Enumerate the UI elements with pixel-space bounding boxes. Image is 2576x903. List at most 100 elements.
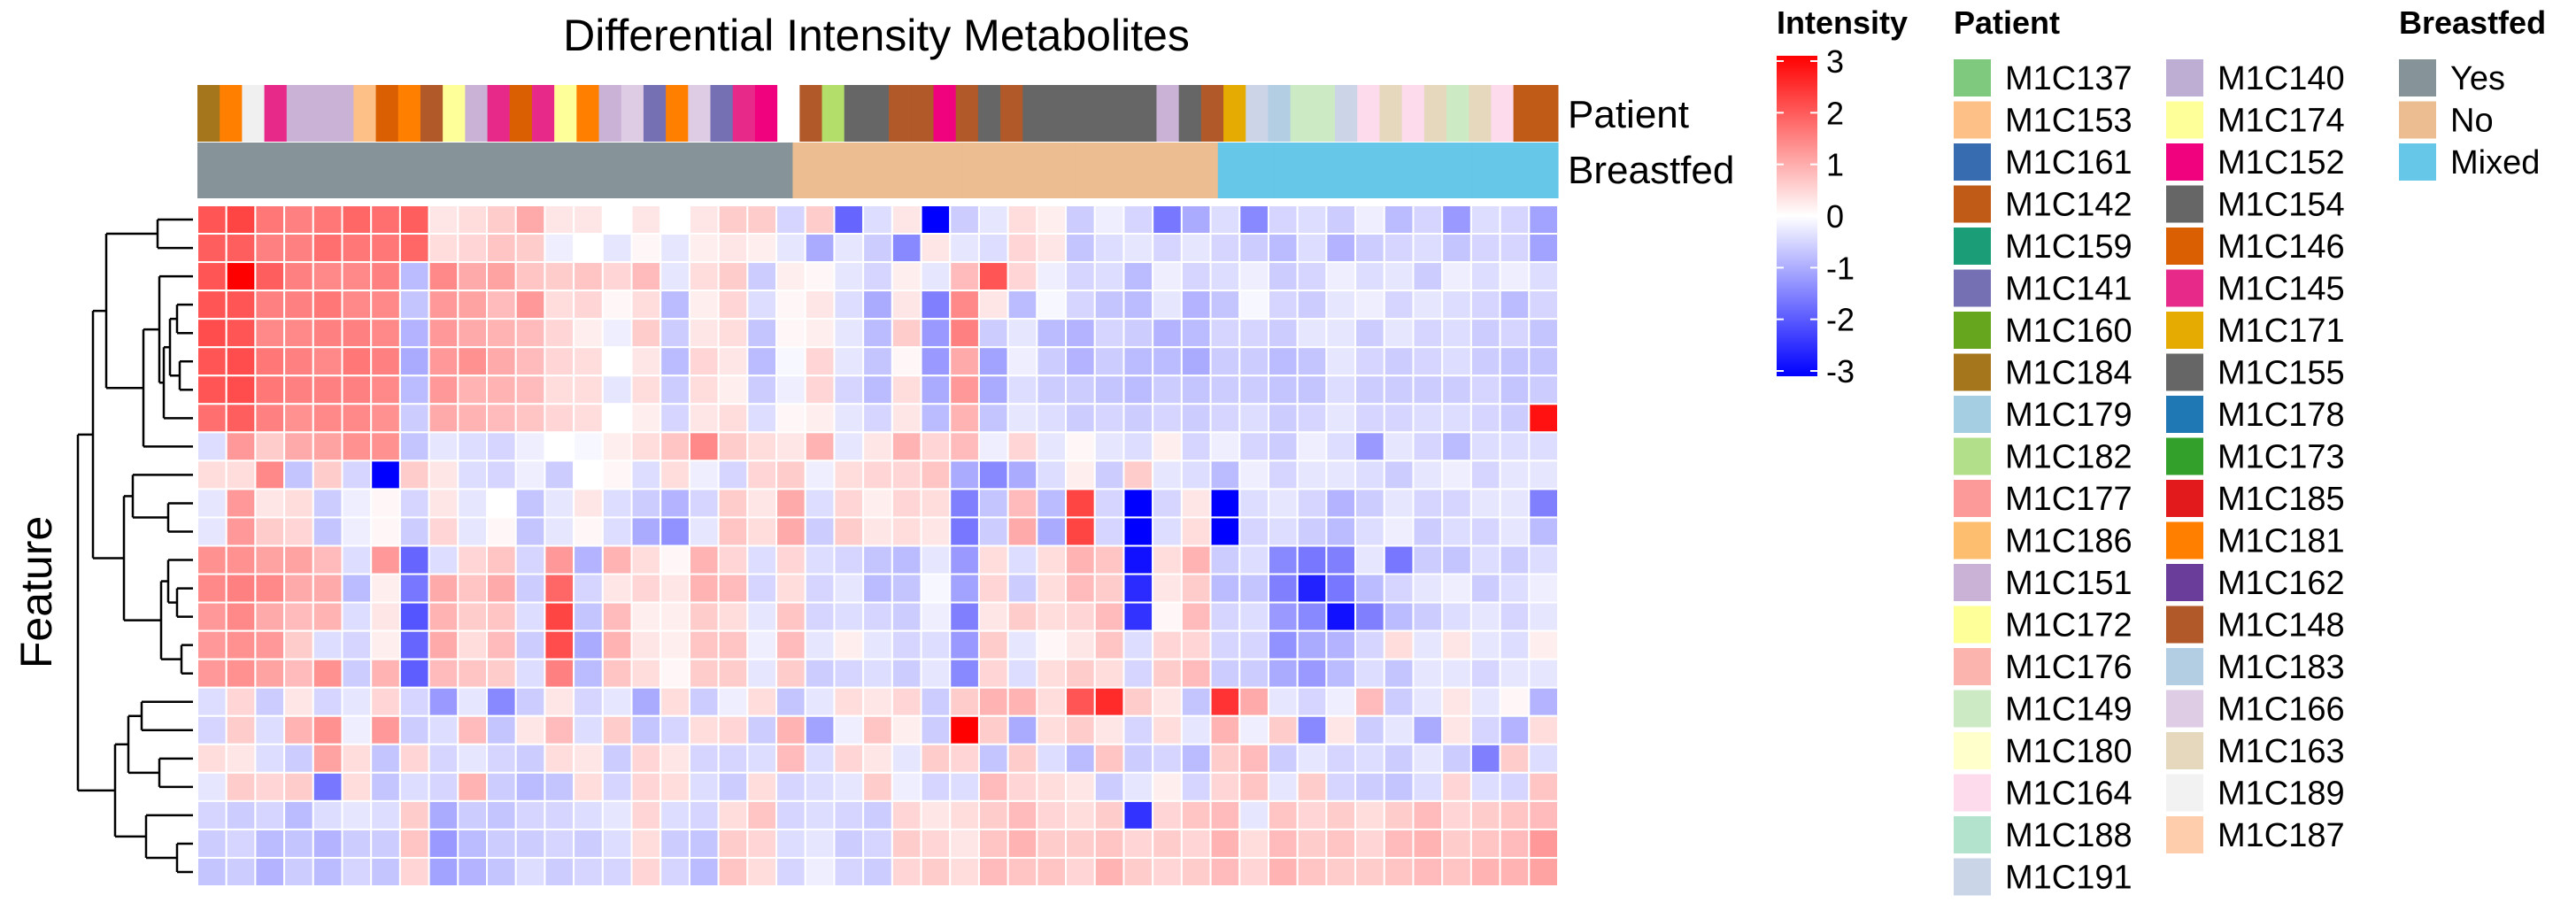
heatmap-cell: [1267, 856, 1299, 888]
heatmap-cell: [891, 714, 922, 745]
heatmap-cell: [1383, 346, 1415, 377]
heatmap-cell: [1209, 856, 1241, 888]
heatmap-cell: [283, 374, 314, 405]
patient-track-cell: [1401, 85, 1425, 142]
heatmap-cell: [920, 431, 952, 462]
heatmap-cell: [1296, 374, 1328, 405]
heatmap-cell: [775, 374, 806, 405]
heatmap-cell: [1267, 714, 1299, 745]
heatmap-cell: [1238, 771, 1269, 802]
heatmap-cell: [1122, 629, 1154, 660]
heatmap-cell: [1238, 205, 1269, 235]
heatmap-cell: [1383, 544, 1415, 575]
heatmap-cell: [688, 714, 720, 745]
heatmap-cell: [514, 431, 546, 462]
heatmap-cell: [197, 771, 228, 802]
heatmap-cell: [1383, 856, 1415, 888]
heatmap-cell: [1325, 374, 1357, 405]
heatmap-cell: [1267, 544, 1299, 575]
heatmap-cell: [428, 658, 459, 689]
heatmap-cell: [1006, 205, 1038, 235]
heatmap-cell: [688, 403, 720, 434]
heatmap-cell: [1469, 516, 1501, 547]
breastfed-track-cell: [282, 143, 312, 198]
heatmap-cell: [1325, 205, 1357, 235]
heatmap-cell: [1296, 431, 1328, 462]
patient-legend-label: M1C184: [2005, 355, 2133, 392]
heatmap-cell: [573, 799, 604, 830]
patient-legend-swatch: [2166, 396, 2203, 433]
patient-track-cell: [443, 85, 466, 142]
heatmap-cell: [804, 205, 836, 235]
heatmap-cell: [544, 318, 575, 349]
heatmap-cell: [1238, 289, 1269, 320]
heatmap-cell: [1122, 799, 1154, 830]
heatmap-cell: [775, 346, 806, 377]
patient-track-cell: [1178, 85, 1202, 142]
heatmap-cell: [1209, 431, 1241, 462]
heatmap-cell: [1383, 828, 1415, 859]
heatmap-cell: [1180, 516, 1212, 547]
heatmap-cell: [1036, 346, 1068, 377]
heatmap-cell: [1180, 459, 1212, 490]
heatmap-cell: [1354, 261, 1385, 292]
heatmap-cell: [428, 516, 459, 547]
heatmap-cell: [1499, 573, 1531, 604]
heatmap-cell: [1412, 686, 1444, 717]
patient-legend-label: M1C166: [2217, 691, 2345, 729]
heatmap-cell: [341, 573, 373, 604]
heatmap-cell: [341, 261, 373, 292]
patient-legend-label: M1C149: [2005, 691, 2133, 729]
heatmap-cell: [1122, 828, 1154, 859]
heatmap-cell: [1469, 488, 1501, 519]
heatmap-cell: [197, 573, 228, 604]
heatmap-cell: [1296, 516, 1328, 547]
heatmap-cell: [601, 233, 633, 264]
heatmap-cell: [804, 601, 836, 632]
heatmap-cell: [283, 488, 314, 519]
heatmap-cell: [746, 233, 778, 264]
breastfed-track-cell: [197, 143, 227, 198]
heatmap-cell: [283, 318, 314, 349]
heatmap-cell: [254, 318, 286, 349]
breastfed-track-cell: [509, 143, 538, 198]
heatmap-cell: [1006, 544, 1038, 575]
heatmap-cell: [630, 205, 662, 235]
heatmap-cell: [283, 261, 314, 292]
heatmap-cell: [920, 799, 952, 830]
heatmap-cell: [775, 488, 806, 519]
patient-track-cell: [754, 85, 778, 142]
heatmap-cell: [1267, 431, 1299, 462]
heatmap-cell: [920, 686, 952, 717]
patient-track-cell: [933, 85, 957, 142]
heatmap-cell: [891, 488, 922, 519]
patient-track-cell: [866, 85, 890, 142]
heatmap-cell: [1238, 714, 1269, 745]
heatmap-cell: [1152, 629, 1183, 660]
heatmap-cell: [949, 544, 980, 575]
heatmap-cell: [1122, 856, 1154, 888]
heatmap-cell: [486, 374, 517, 405]
heatmap-cell: [1238, 573, 1269, 604]
heatmap-cell: [1267, 799, 1299, 830]
patient-track-cell: [732, 85, 756, 142]
patient-track-cell: [688, 85, 712, 142]
heatmap-cell: [254, 629, 286, 660]
heatmap-cell: [1122, 601, 1154, 632]
heatmap-cell: [1036, 629, 1068, 660]
heatmap-cell: [1528, 856, 1560, 888]
breastfed-track-cell: [1047, 143, 1077, 198]
patient-track-cell: [1246, 85, 1269, 142]
heatmap-cell: [1006, 233, 1038, 264]
heatmap-cell: [225, 289, 257, 320]
patient-track-cell: [977, 85, 1001, 142]
heatmap-cell: [746, 431, 778, 462]
patient-track-cell: [576, 85, 600, 142]
heatmap-cell: [1238, 318, 1269, 349]
heatmap-cell: [254, 261, 286, 292]
heatmap-cell: [254, 658, 286, 689]
heatmap-cell: [341, 289, 373, 320]
heatmap-cell: [283, 629, 314, 660]
heatmap-cell: [1441, 459, 1472, 490]
heatmap-cell: [1354, 714, 1385, 745]
